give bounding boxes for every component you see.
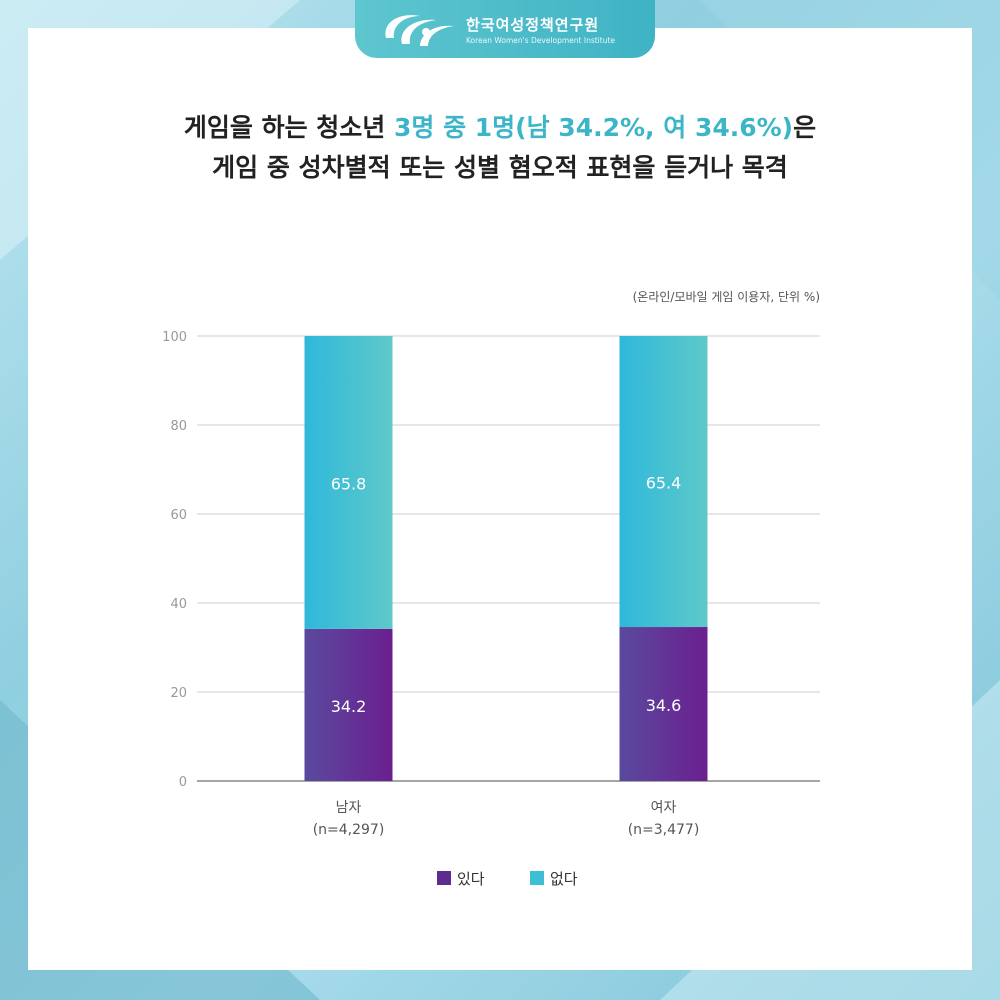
legend-item-yes: 있다 [437, 868, 485, 889]
x-category-label: 여자 [651, 800, 677, 816]
y-tick-label: 60 [170, 508, 187, 523]
data-label: 34.6 [646, 696, 682, 715]
y-tick-label: 40 [170, 597, 187, 612]
data-label: 34.2 [331, 697, 367, 716]
legend-swatch-yes [437, 871, 451, 885]
legend-item-no: 없다 [530, 868, 578, 889]
header-tab [355, 0, 655, 58]
kwdi-logo-icon [385, 15, 454, 46]
content-card [28, 28, 972, 970]
org-name-english: Korean Women's Development Institute [466, 36, 616, 45]
data-label: 65.8 [331, 474, 367, 493]
headline-line-2: 게임 중 성차별적 또는 성별 혐오적 표현을 듣거나 목격 [212, 153, 788, 182]
legend-swatch-no [530, 871, 544, 885]
x-category-sublabel: (n=3,477) [628, 822, 700, 838]
legend-label-yes: 있다 [457, 870, 485, 888]
headline-accent: 3명 중 1명(남 34.2%, 여 34.6%) [393, 113, 794, 142]
x-category-label: 남자 [336, 800, 362, 816]
y-tick-label: 100 [162, 330, 187, 345]
bar-segment-yes [619, 627, 708, 781]
x-category-sublabel: (n=4,297) [313, 822, 385, 838]
y-tick-label: 20 [170, 686, 187, 701]
bar-segment-yes [304, 628, 393, 781]
legend-label-no: 없다 [550, 870, 578, 888]
bar-segment-no [619, 336, 708, 628]
org-name: 한국여성정책연구원 [466, 16, 600, 34]
headline-line-1-start: 게임을 하는 청소년 [183, 113, 394, 142]
unit-note: (온라인/모바일 게임 이용자, 단위 %) [632, 290, 820, 304]
data-label: 65.4 [646, 474, 682, 493]
y-tick-label: 80 [170, 419, 187, 434]
y-tick-label: 0 [179, 775, 187, 790]
headline-line-1: 게임을 하는 청소년 3명 중 1명(남 34.2%, 여 34.6%)은 [0, 108, 1000, 144]
headline-line-1-end: 은 [793, 113, 817, 142]
bar-segment-no [304, 336, 393, 629]
